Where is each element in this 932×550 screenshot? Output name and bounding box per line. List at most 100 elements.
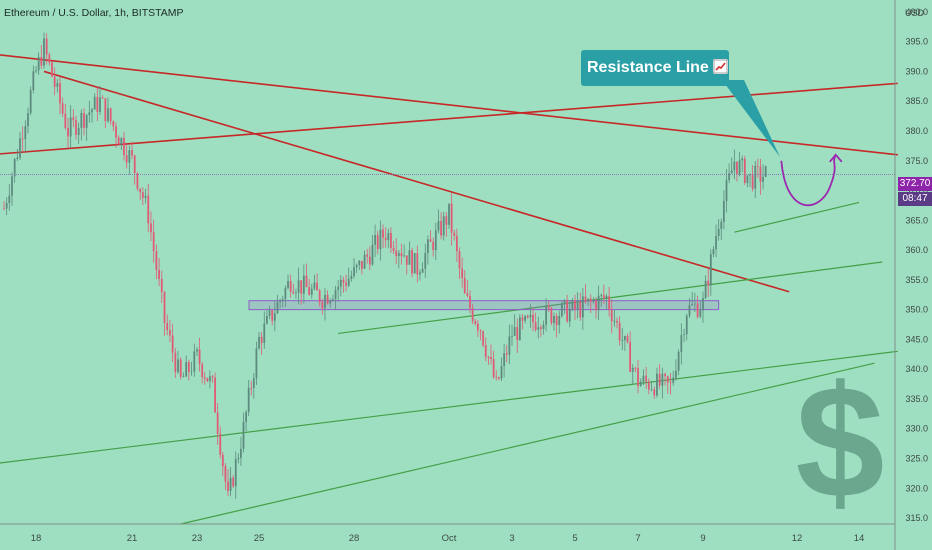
candle-body — [37, 57, 40, 71]
dollar-icon: $ — [796, 352, 885, 531]
candle-body — [43, 38, 45, 66]
support-channel-line — [734, 201, 860, 233]
candle-body — [669, 382, 672, 384]
candle-body — [93, 96, 96, 110]
time-tick-label: 9 — [700, 533, 705, 544]
candle-body — [751, 173, 754, 189]
candle-body — [227, 481, 229, 491]
candle-body — [453, 232, 456, 236]
candle-body — [712, 249, 715, 255]
candle-body — [107, 108, 109, 122]
candle-body — [255, 348, 258, 379]
candle-body — [518, 317, 521, 341]
candle-body — [295, 292, 297, 294]
candle-body — [650, 389, 653, 391]
candle-body — [350, 275, 353, 279]
candle-body — [666, 376, 669, 383]
countdown-tag: 08:47 — [898, 192, 932, 206]
candle-body — [639, 381, 642, 387]
candle-body — [487, 357, 490, 358]
candle-body — [40, 57, 43, 66]
candle-body — [574, 300, 576, 310]
candle-body — [297, 280, 300, 293]
candle-body — [125, 155, 128, 163]
candle-body — [647, 381, 650, 390]
candle-body — [563, 300, 566, 304]
candle-body — [19, 138, 21, 158]
candle-body — [448, 203, 450, 225]
candle-body — [99, 97, 101, 112]
candle-body — [96, 96, 99, 112]
candles — [3, 32, 767, 499]
support-channel-line — [338, 261, 883, 335]
time-axis-ticks: 18 21 23 25 28 Oct 3 5 7 9 12 14 — [31, 533, 865, 544]
candle-body — [722, 200, 725, 222]
time-tick-label: 21 — [127, 533, 138, 544]
candle-body — [424, 253, 427, 269]
candle-body — [413, 253, 416, 274]
projection-curve — [780, 154, 837, 207]
candle-body — [271, 310, 274, 321]
candle-body — [3, 208, 5, 210]
candle-body — [597, 295, 600, 311]
resistance-callout[interactable]: Resistance Line — [581, 50, 729, 86]
candle-body — [240, 448, 242, 458]
candle-body — [440, 221, 442, 236]
price-tick-label: 315.0 — [905, 513, 928, 523]
price-axis-ticks: 315.0 320.0 325.0 330.0 335.0 340.0 345.0 350.0… — [905, 7, 928, 523]
candle-body — [553, 316, 555, 324]
candle-body — [361, 260, 363, 269]
candle-body — [250, 387, 253, 389]
candle-body — [179, 359, 182, 377]
candle-body — [560, 303, 563, 317]
candle-body — [329, 300, 332, 304]
candle-body — [579, 302, 582, 318]
price-tick-label: 375.0 — [905, 156, 928, 166]
candle-body — [587, 298, 590, 302]
price-tick-label: 350.0 — [905, 305, 928, 315]
candle-body — [693, 303, 696, 305]
candle-body — [656, 373, 658, 396]
candle-body — [182, 376, 185, 378]
candle-body — [247, 387, 250, 412]
candle-body — [653, 389, 656, 396]
candle-body — [581, 296, 584, 318]
candle-body — [347, 278, 350, 286]
candle-body — [141, 192, 144, 198]
candle-body — [169, 330, 171, 336]
candle-body — [112, 121, 115, 127]
candle-body — [661, 373, 664, 386]
candle-body — [505, 353, 508, 355]
candle-body — [390, 233, 392, 248]
candle-body — [237, 457, 240, 460]
candle-body — [508, 336, 511, 355]
candle-body — [363, 254, 366, 269]
candle-body — [490, 357, 492, 360]
candle-body — [613, 320, 616, 322]
price-tick-label: 390.0 — [905, 66, 928, 76]
candle-body — [268, 310, 271, 316]
price-tick-label: 365.0 — [905, 215, 928, 225]
candle-body — [326, 294, 329, 304]
candle-body — [196, 349, 198, 352]
candle-body — [144, 195, 147, 198]
candle-body — [279, 300, 282, 302]
candle-body — [190, 371, 193, 373]
candle-body — [232, 477, 235, 487]
candle-body — [216, 412, 219, 434]
candle-body — [158, 269, 160, 279]
candle-body — [715, 235, 717, 250]
candle-body — [555, 316, 558, 325]
candle-body — [260, 336, 263, 343]
candle-body — [334, 289, 337, 300]
candle-body — [321, 302, 324, 309]
candle-body — [337, 286, 340, 290]
candle-body — [345, 282, 347, 286]
candle-body — [316, 282, 318, 291]
candle-body — [174, 352, 177, 372]
price-tick-label: 400.0 — [905, 7, 928, 17]
time-tick-label: 7 — [635, 533, 640, 544]
candle-body — [11, 176, 13, 196]
candle-body — [150, 223, 152, 233]
